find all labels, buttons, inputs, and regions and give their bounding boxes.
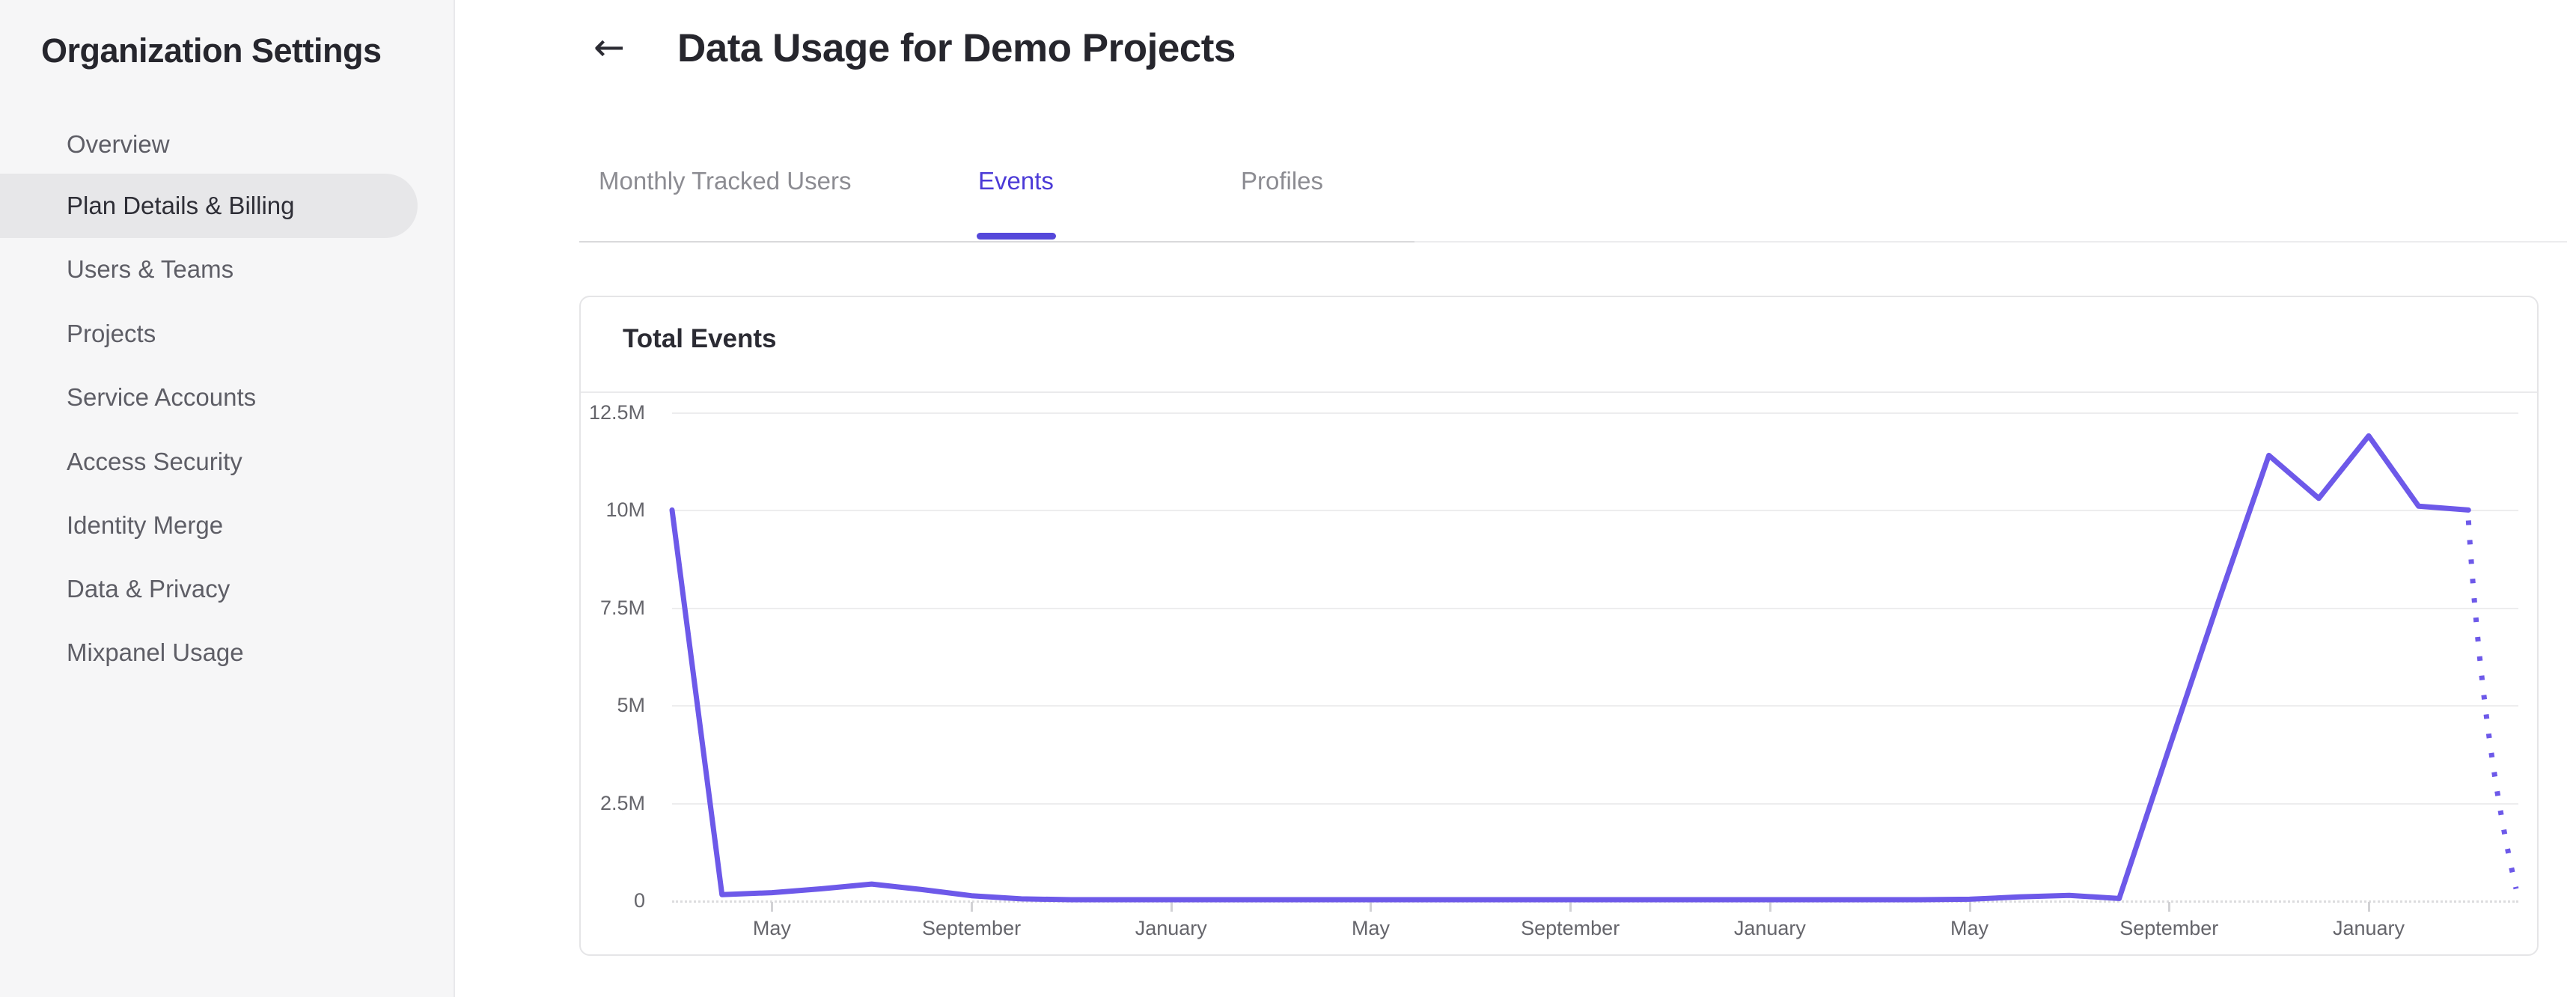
gridline: [672, 802, 2518, 805]
x-axis-tick: [1370, 902, 1373, 912]
y-axis-tick-label: 0: [633, 889, 645, 912]
x-axis-tick: [971, 902, 974, 912]
sidebar-title: Organization Settings: [41, 31, 382, 70]
gridline: [672, 510, 2518, 512]
tabs-divider: [579, 241, 1414, 243]
x-axis-tick: [1569, 902, 1572, 912]
sidebar-item-projects[interactable]: Projects: [67, 320, 156, 347]
x-axis-tick-label: May: [1950, 917, 1989, 939]
y-axis-tick-label: 7.5M: [599, 596, 645, 619]
active-tab-indicator: [977, 233, 1056, 240]
tab-monthly-tracked-users[interactable]: Monthly Tracked Users: [599, 167, 852, 195]
x-axis-tick-label: May: [1351, 917, 1390, 939]
tab-events[interactable]: Events: [978, 167, 1054, 195]
sidebar-item-plan-details-billing[interactable]: Plan Details & Billing: [0, 174, 418, 238]
sidebar-item-data-privacy[interactable]: Data & Privacy: [67, 575, 231, 603]
y-axis-tick-label: 5M: [617, 694, 645, 717]
y-axis-tick-label: 12.5M: [588, 401, 645, 424]
sidebar: Organization Settings Overview Plan Deta…: [0, 0, 455, 997]
gridline: [672, 705, 2518, 707]
chart-title: Total Events: [623, 324, 777, 353]
sidebar-item-service-accounts[interactable]: Service Accounts: [67, 383, 257, 411]
sidebar-item-overview[interactable]: Overview: [67, 130, 170, 158]
x-axis-tick-label: January: [1135, 917, 1207, 939]
tabs-divider-light: [1414, 241, 2567, 243]
back-arrow-icon[interactable]: ←: [593, 25, 625, 69]
y-axis-tick-label: 2.5M: [599, 791, 645, 814]
sidebar-item-mixpanel-usage[interactable]: Mixpanel Usage: [67, 638, 244, 666]
sidebar-item-users-teams[interactable]: Users & Teams: [67, 255, 234, 283]
x-axis-tick: [1170, 902, 1173, 912]
x-axis-tick-label: September: [922, 917, 1022, 939]
total-events-line: [669, 433, 2471, 903]
x-axis-tick: [2168, 902, 2171, 912]
x-axis-tick-label: January: [2332, 917, 2405, 939]
x-axis-tick: [2367, 902, 2370, 912]
sidebar-item-identity-merge[interactable]: Identity Merge: [67, 511, 224, 539]
page-title: Data Usage for Demo Projects: [677, 26, 1236, 70]
events-line-chart-plot[interactable]: [669, 412, 2519, 903]
total-events-projection-dotted-line: [2465, 520, 2519, 890]
x-axis-tick-label: May: [752, 917, 791, 939]
x-axis-tick: [1768, 902, 1771, 912]
sidebar-item-access-security[interactable]: Access Security: [67, 448, 242, 475]
total-events-card: Total Events 12.5M 10M 7.5M 5M 2.5M 0 May Sept…: [579, 296, 2539, 956]
x-axis-tick: [1968, 902, 1971, 912]
gridline: [672, 607, 2518, 609]
x-axis-tick-label: September: [2119, 917, 2219, 939]
gridline: [672, 412, 2518, 414]
x-axis-tick-label: January: [1733, 917, 1806, 939]
y-axis-tick-label: 10M: [605, 498, 645, 522]
card-header-divider: [581, 391, 2537, 393]
x-axis-tick: [771, 902, 774, 912]
x-axis-tick-label: September: [1521, 917, 1620, 939]
tab-profiles[interactable]: Profiles: [1241, 167, 1324, 195]
